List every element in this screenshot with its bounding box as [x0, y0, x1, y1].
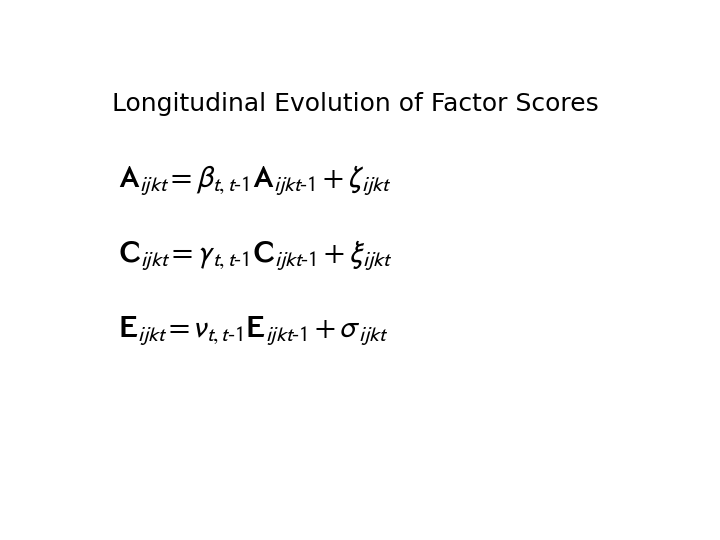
Text: Longitudinal Evolution of Factor Scores: Longitudinal Evolution of Factor Scores [112, 92, 599, 116]
Text: $\mathbf{C}_{ijkt} = \boldsymbol{\gamma}_{t,t\text{-}1}\mathbf{C}_{ijkt\text{-}1: $\mathbf{C}_{ijkt} = \boldsymbol{\gamma}… [118, 239, 392, 273]
Text: $\mathbf{E}_{ijkt} = \boldsymbol{\nu}_{t,t\text{-}1}\mathbf{E}_{ijkt\text{-}1} +: $\mathbf{E}_{ijkt} = \boldsymbol{\nu}_{t… [118, 314, 388, 347]
Text: $\mathbf{A}_{ijkt} = \boldsymbol{\beta}_{t,t\text{-}1}\mathbf{A}_{ijkt\text{-}1}: $\mathbf{A}_{ijkt} = \boldsymbol{\beta}_… [118, 164, 391, 198]
